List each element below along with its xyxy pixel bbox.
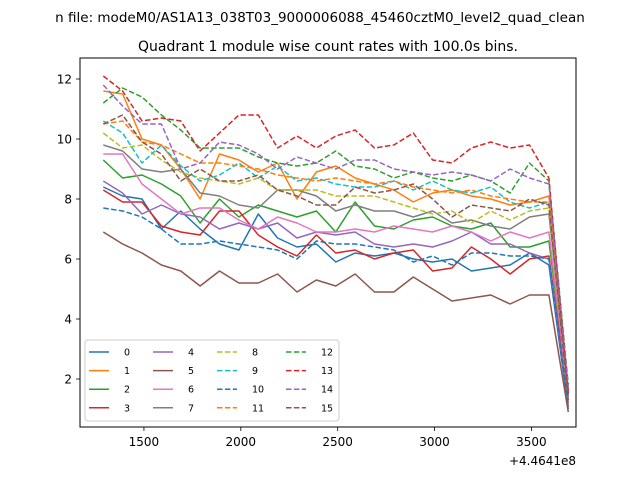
x-tick-label: 3000 [419, 435, 450, 449]
legend-label-13: 13 [321, 366, 333, 377]
x-tick-label: 2500 [322, 435, 353, 449]
y-tick-label: 6 [64, 253, 72, 267]
legend-label-15: 15 [321, 403, 333, 414]
x-tick-label: 2000 [226, 435, 257, 449]
legend-label-11: 11 [252, 403, 264, 414]
y-tick-label: 12 [57, 73, 72, 87]
legend-label-3: 3 [124, 403, 130, 414]
legend-label-12: 12 [321, 348, 333, 359]
x-tick-label: 1500 [129, 435, 160, 449]
legend-label-7: 7 [188, 403, 194, 414]
legend-label-14: 14 [321, 385, 333, 396]
x-tick-label: 3500 [516, 435, 547, 449]
legend-label-1: 1 [124, 366, 130, 377]
y-tick-label: 4 [64, 313, 72, 327]
legend-label-0: 0 [124, 348, 130, 359]
x-offset-label: +4.4641e8 [509, 454, 576, 468]
legend-label-5: 5 [188, 366, 194, 377]
legend-label-2: 2 [124, 385, 130, 396]
legend-label-8: 8 [252, 348, 258, 359]
chart-title: Quadrant 1 module wise count rates with … [138, 39, 518, 55]
legend-label-9: 9 [252, 366, 258, 377]
line-chart: Quadrant 1 module wise count rates with … [0, 0, 640, 480]
legend-label-6: 6 [188, 385, 194, 396]
y-tick-label: 8 [64, 193, 72, 207]
legend-label-10: 10 [252, 385, 264, 396]
y-tick-label: 10 [57, 133, 72, 147]
y-tick-label: 2 [64, 373, 72, 387]
legend-label-4: 4 [188, 348, 194, 359]
